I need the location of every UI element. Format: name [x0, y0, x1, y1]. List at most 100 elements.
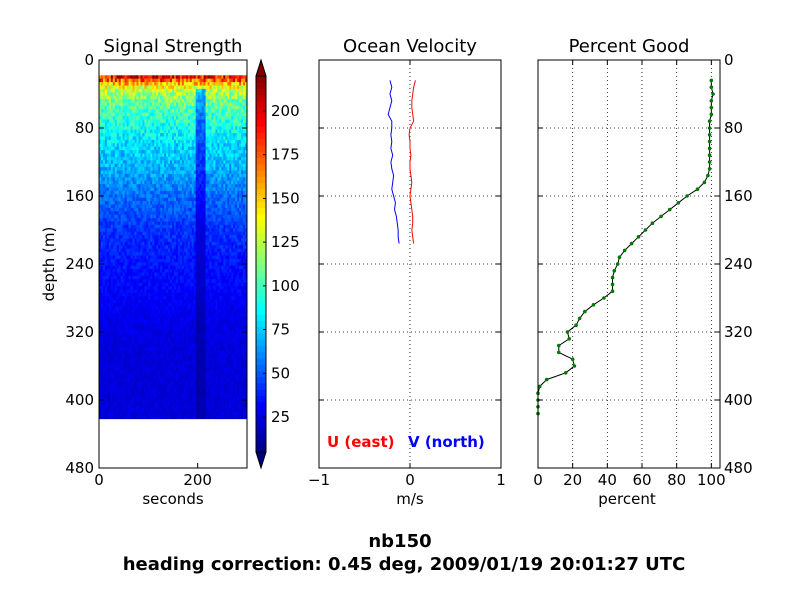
heatmap-cell	[130, 153, 133, 158]
heatmap-cell	[156, 272, 159, 277]
heatmap-cell	[203, 201, 206, 205]
heatmap-cell	[231, 238, 234, 243]
heatmap-cell	[235, 231, 238, 236]
heatmap-cell	[104, 262, 108, 267]
heatmap-cell	[134, 269, 137, 273]
heatmap-cell	[166, 211, 169, 216]
heatmap-cell	[138, 265, 141, 270]
heatmap-cell	[99, 218, 102, 222]
heatmap-cell	[191, 184, 195, 188]
heatmap-cell	[181, 99, 185, 103]
heatmap-cell	[134, 126, 137, 131]
heatmap-cell	[150, 112, 153, 117]
heatmap-cell	[227, 248, 230, 253]
heatmap-cell	[108, 133, 112, 137]
heatmap-cell	[156, 245, 159, 250]
heatmap-cell	[104, 207, 108, 212]
heatmap-cell	[211, 163, 214, 168]
heatmap-cell	[99, 92, 102, 97]
heatmap-cell	[227, 231, 230, 236]
heatmap-cell	[152, 167, 155, 171]
heatmap-cell	[112, 286, 116, 290]
heatmap-cell	[221, 143, 224, 148]
heatmap-cell	[183, 197, 187, 202]
heatmap-cell	[183, 214, 187, 219]
heatmap-cell	[172, 173, 175, 178]
heatmap-cell	[108, 262, 112, 267]
heatmap-cell	[229, 122, 232, 127]
heatmap-cell	[185, 286, 189, 290]
heatmap-cell	[162, 269, 165, 273]
heatmap-cell	[154, 299, 157, 304]
heatmap-cell	[170, 116, 173, 120]
heatmap-cell	[170, 160, 173, 165]
heatmap-cell	[172, 75, 175, 80]
heatmap-cell	[173, 258, 177, 263]
heatmap-cell	[150, 248, 153, 253]
heatmap-cell	[245, 105, 248, 110]
heatmap-cell	[164, 143, 167, 148]
heatmap-cell	[144, 109, 147, 114]
heatmap-cell	[231, 255, 234, 260]
heatmap-cell	[106, 160, 110, 165]
heatmap-cell	[219, 282, 222, 287]
heatmap-cell	[112, 170, 116, 175]
heatmap-cell	[160, 163, 163, 168]
heatmap-cell	[99, 265, 102, 270]
heatmap-cell	[245, 119, 248, 124]
heatmap-cell	[152, 289, 155, 294]
heatmap-cell	[245, 248, 248, 253]
heatmap-cell	[120, 92, 124, 97]
heatmap-cell	[189, 156, 193, 161]
heatmap-cell	[122, 194, 126, 199]
heatmap-cell	[231, 119, 234, 124]
heatmap-cell	[229, 167, 232, 171]
heatmap-cell	[211, 153, 214, 158]
heatmap-cell	[245, 197, 248, 202]
heatmap-cell	[120, 136, 124, 141]
heatmap-cell	[243, 211, 246, 216]
heatmap-cell	[144, 214, 147, 219]
heatmap-cell	[193, 187, 197, 192]
heatmap-cell	[209, 194, 212, 199]
heatmap-cell	[235, 180, 238, 185]
heatmap-cell	[233, 119, 236, 124]
heatmap-cell	[215, 214, 218, 219]
heatmap-cell	[118, 92, 122, 97]
heatmap-cell	[193, 204, 197, 209]
heatmap-cell	[181, 146, 185, 151]
heatmap-cell	[175, 160, 179, 165]
heatmap-cell	[209, 167, 212, 171]
heatmap-cell	[227, 95, 230, 100]
heatmap-cell	[197, 269, 201, 273]
heatmap-cell	[213, 105, 216, 110]
heatmap-cell	[179, 163, 183, 168]
heatmap-cell	[118, 269, 122, 273]
heatmap-cell	[110, 275, 114, 280]
heatmap-cell	[189, 85, 193, 90]
heatmap-cell	[152, 235, 155, 239]
heatmap-cell	[199, 194, 203, 199]
heatmap-cell	[146, 286, 149, 290]
heatmap-cell	[203, 231, 206, 236]
heatmap-cell	[110, 235, 114, 239]
heatmap-cell	[116, 139, 120, 144]
heatmap-cell	[175, 85, 179, 90]
heatmap-cell	[177, 248, 181, 253]
heatmap-cell	[166, 99, 169, 103]
heatmap-cell	[158, 221, 161, 226]
heatmap-cell	[99, 156, 102, 161]
heatmap-cell	[106, 82, 110, 86]
heatmap-cell	[233, 282, 236, 287]
heatmap-cell	[102, 241, 106, 246]
heatmap-cell	[110, 129, 114, 134]
heatmap-cell	[177, 258, 181, 263]
heatmap-cell	[160, 116, 163, 120]
heatmap-cell	[114, 75, 118, 80]
heatmap-cell	[241, 282, 244, 287]
heatmap-cell	[221, 201, 224, 205]
heatmap-cell	[156, 184, 159, 188]
heatmap-cell	[102, 99, 106, 103]
heatmap-cell	[154, 279, 157, 284]
heatmap-cell	[231, 167, 234, 171]
